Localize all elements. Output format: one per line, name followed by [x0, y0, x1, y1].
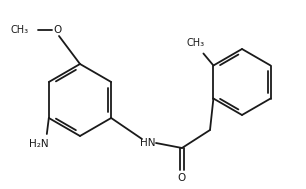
Text: O: O [178, 173, 186, 183]
Text: HN: HN [140, 138, 156, 148]
Text: O: O [53, 25, 61, 35]
Text: H₂N: H₂N [29, 139, 49, 149]
Text: CH₃: CH₃ [186, 39, 204, 49]
Text: CH₃: CH₃ [11, 25, 29, 35]
